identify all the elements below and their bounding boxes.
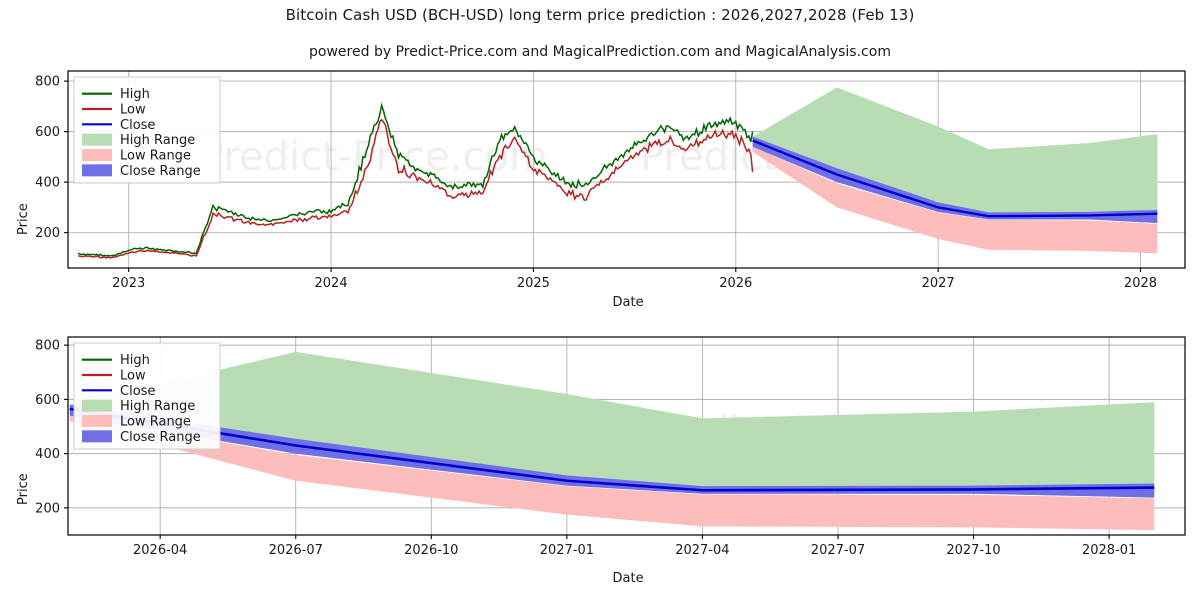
- legend-item-label: Low Range: [120, 149, 191, 164]
- legend-item-label: High: [120, 87, 150, 102]
- legend-item-label: Low: [120, 369, 146, 384]
- page-title: Bitcoin Cash USD (BCH-USD) long term pri…: [285, 6, 915, 24]
- legend-item-label: Close: [120, 118, 155, 133]
- svg-text:200: 200: [35, 501, 60, 516]
- overview-y-axis-label: Price: [16, 203, 31, 235]
- legend-item-label: High Range: [120, 133, 195, 148]
- forecast-detail-chart-panel: Predict-Price.comPredict-Price.com200400…: [0, 325, 1200, 600]
- svg-text:2027: 2027: [922, 276, 955, 291]
- page-subtitle: powered by Predict-Price.com and Magical…: [309, 44, 891, 60]
- svg-text:2026-10: 2026-10: [404, 543, 458, 558]
- svg-text:200: 200: [35, 226, 60, 241]
- svg-text:2024: 2024: [315, 276, 348, 291]
- overview-chart-svg: Predict-Price.comPredict-Price.com200400…: [35, 70, 1186, 291]
- svg-text:600: 600: [35, 125, 60, 140]
- legend-item-label: High Range: [120, 399, 195, 414]
- svg-text:2026: 2026: [719, 276, 752, 291]
- overview-x-axis-label: Date: [612, 295, 644, 310]
- legend-item-label: Close Range: [120, 164, 201, 179]
- legend-item-label: High: [120, 353, 150, 368]
- svg-text:400: 400: [35, 447, 60, 462]
- svg-text:2025: 2025: [517, 276, 550, 291]
- svg-text:2026-04: 2026-04: [133, 543, 187, 558]
- legend-item-label: Close: [120, 384, 155, 399]
- svg-text:800: 800: [35, 75, 60, 90]
- overview-chart-panel: Predict-Price.comPredict-Price.com200400…: [0, 60, 1200, 315]
- svg-text:400: 400: [35, 176, 60, 191]
- svg-text:600: 600: [35, 393, 60, 408]
- legend-item-label: Close Range: [120, 430, 201, 445]
- forecast-detail-chart-svg: Predict-Price.comPredict-Price.com200400…: [35, 336, 1186, 558]
- svg-text:2027-01: 2027-01: [540, 543, 594, 558]
- svg-text:2026-07: 2026-07: [269, 543, 323, 558]
- svg-text:2027-07: 2027-07: [811, 543, 865, 558]
- svg-text:2028-01: 2028-01: [1082, 543, 1136, 558]
- svg-text:2027-10: 2027-10: [946, 543, 1000, 558]
- forecast-x-axis-label: Date: [612, 571, 644, 586]
- svg-text:800: 800: [35, 339, 60, 354]
- legend-item-label: Low Range: [120, 415, 191, 430]
- forecast-y-axis-label: Price: [16, 473, 31, 505]
- legend-item-label: Low: [120, 103, 146, 118]
- svg-text:2027-04: 2027-04: [675, 543, 729, 558]
- svg-text:2028: 2028: [1124, 276, 1157, 291]
- svg-text:2023: 2023: [112, 276, 145, 291]
